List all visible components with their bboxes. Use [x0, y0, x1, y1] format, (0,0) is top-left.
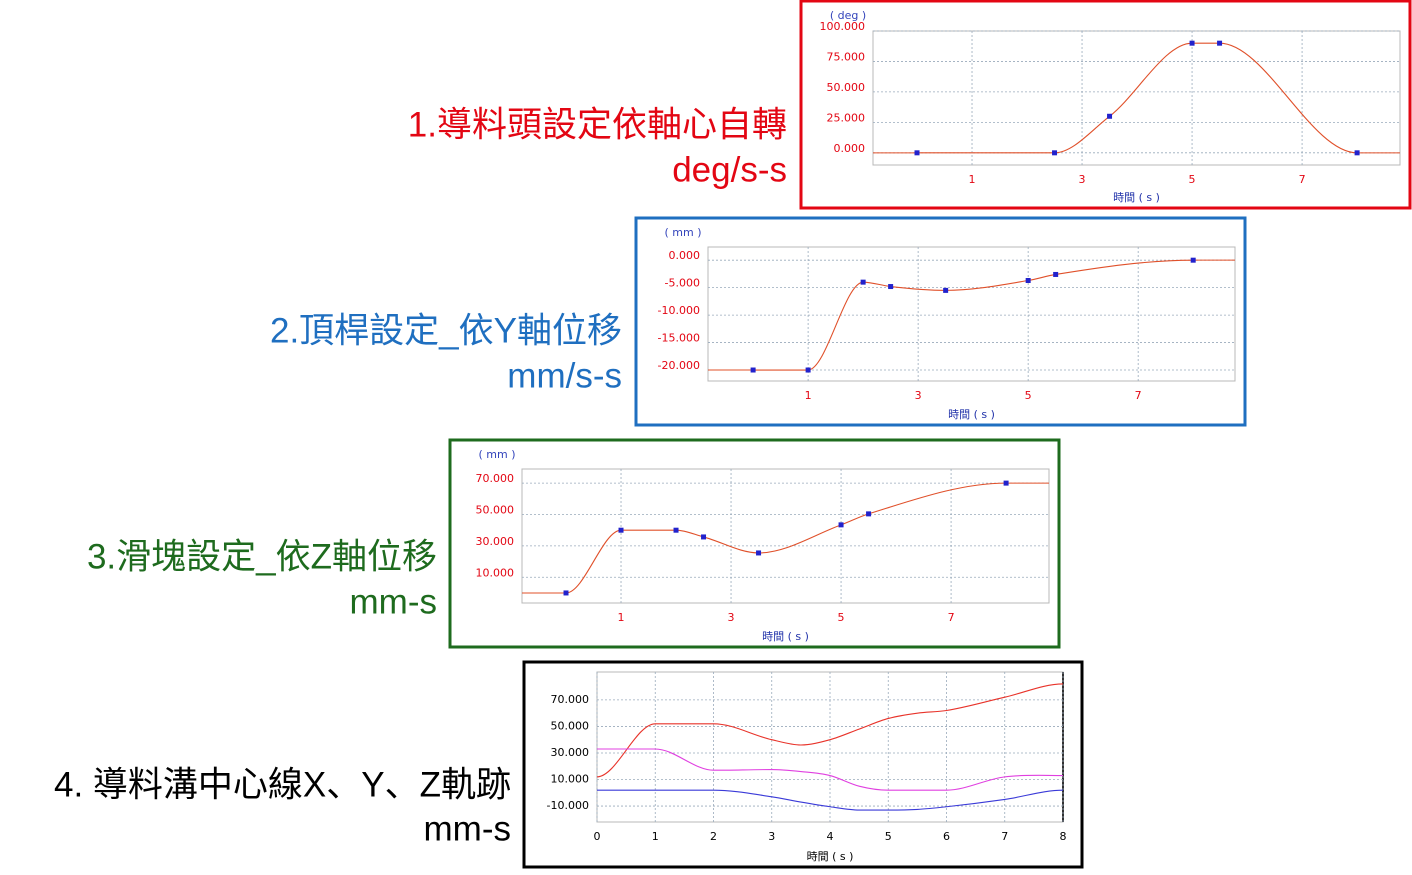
- y-tick-label: 70.000: [476, 472, 515, 485]
- y-tick-label: 0.000: [834, 142, 866, 155]
- x-axis-label: 時間 ( s ): [762, 630, 809, 643]
- x-tick-label: 7: [1299, 173, 1306, 186]
- series-line: [596, 683, 1064, 778]
- point-marker: [701, 534, 707, 540]
- point-marker: [1052, 150, 1058, 156]
- y-unit-label: ( deg ): [830, 9, 866, 22]
- y-tick-label: 50.000: [827, 81, 866, 94]
- point-marker: [1025, 278, 1031, 283]
- y-tick-label: -10.000: [658, 304, 700, 317]
- chart-frame: [448, 438, 1061, 649]
- chart-title: 2.頂桿設定_依Y軸位移: [270, 311, 622, 350]
- x-tick-label: 6: [943, 830, 950, 843]
- y-tick-label: 10.000: [551, 773, 590, 786]
- point-marker: [618, 527, 624, 533]
- chart-title: 1.導料頭設定依軸心自轉: [408, 105, 787, 144]
- x-tick-label: 5: [838, 611, 845, 624]
- x-tick-label: 7: [1135, 389, 1142, 402]
- point-marker: [1189, 40, 1195, 46]
- point-marker: [805, 367, 811, 373]
- point-marker: [1354, 150, 1360, 156]
- y-tick-label: -15.000: [658, 332, 700, 345]
- x-axis-label: 時間 ( s ): [807, 850, 854, 863]
- point-marker: [1107, 113, 1113, 119]
- x-tick-label: 3: [728, 611, 735, 624]
- chart-subtitle: deg/s-s: [672, 150, 787, 189]
- x-tick-label: 0: [594, 830, 601, 843]
- x-tick-label: 7: [1001, 830, 1008, 843]
- y-unit-label: ( mm ): [478, 448, 515, 461]
- y-tick-label: 75.000: [827, 50, 866, 63]
- plot-area: [707, 246, 1236, 382]
- point-marker: [914, 150, 920, 156]
- x-tick-label: 8: [1060, 830, 1067, 843]
- point-marker: [943, 287, 949, 293]
- point-marker: [866, 511, 872, 517]
- x-axis-label: 時間 ( s ): [948, 408, 995, 421]
- x-tick-label: 3: [915, 389, 922, 402]
- point-marker: [838, 522, 844, 528]
- chart-frame: [799, 0, 1412, 210]
- chart-subtitle: mm-s: [424, 809, 511, 848]
- point-marker: [1190, 257, 1196, 263]
- x-tick-label: 5: [1025, 389, 1032, 402]
- x-tick-label: 5: [885, 830, 892, 843]
- y-tick-label: 25.000: [827, 111, 866, 124]
- point-marker: [563, 590, 569, 596]
- chart-title: 3.滑塊設定_依Z軸位移: [87, 537, 437, 576]
- chart-title: 4. 導料溝中心線X、Y、Z軌跡: [54, 765, 511, 804]
- y-unit-label: ( mm ): [664, 226, 701, 239]
- x-tick-label: 7: [948, 611, 955, 624]
- point-marker: [860, 279, 866, 285]
- y-tick-label: 50.000: [476, 504, 515, 517]
- y-tick-label: -20.000: [658, 359, 700, 372]
- point-marker: [673, 527, 679, 533]
- x-axis-label: 時間 ( s ): [1113, 191, 1160, 204]
- x-tick-label: 2: [710, 830, 717, 843]
- x-tick-label: 1: [969, 173, 976, 186]
- chart-frame: [522, 660, 1084, 869]
- point-marker: [1053, 271, 1059, 277]
- y-tick-label: 30.000: [476, 535, 515, 548]
- x-tick-label: 1: [652, 830, 659, 843]
- y-tick-label: -10.000: [547, 799, 589, 812]
- point-marker: [750, 367, 756, 373]
- x-tick-label: 4: [827, 830, 834, 843]
- series-line: [596, 748, 1064, 791]
- x-tick-label: 5: [1189, 173, 1196, 186]
- point-marker: [888, 284, 894, 290]
- series-line: [597, 789, 1064, 811]
- series-line: [917, 42, 1358, 154]
- y-tick-label: 70.000: [551, 693, 590, 706]
- plot-area: [596, 671, 1064, 823]
- x-tick-label: 3: [768, 830, 775, 843]
- point-marker: [1217, 40, 1223, 46]
- point-marker: [756, 550, 762, 556]
- chart-subtitle: mm/s-s: [507, 356, 622, 395]
- chart-frame: [634, 216, 1247, 427]
- plot-area: [872, 30, 1401, 166]
- y-tick-label: 50.000: [551, 719, 590, 732]
- x-tick-label: 3: [1079, 173, 1086, 186]
- y-tick-label: 30.000: [551, 746, 590, 759]
- y-tick-label: 0.000: [669, 249, 701, 262]
- x-tick-label: 1: [805, 389, 812, 402]
- point-marker: [1003, 480, 1009, 486]
- chart-subtitle: mm-s: [350, 582, 437, 621]
- y-tick-label: 10.000: [476, 566, 515, 579]
- x-tick-label: 1: [618, 611, 625, 624]
- y-tick-label: -5.000: [665, 277, 700, 290]
- y-tick-label: 100.000: [820, 20, 866, 33]
- plot-area: [521, 468, 1050, 604]
